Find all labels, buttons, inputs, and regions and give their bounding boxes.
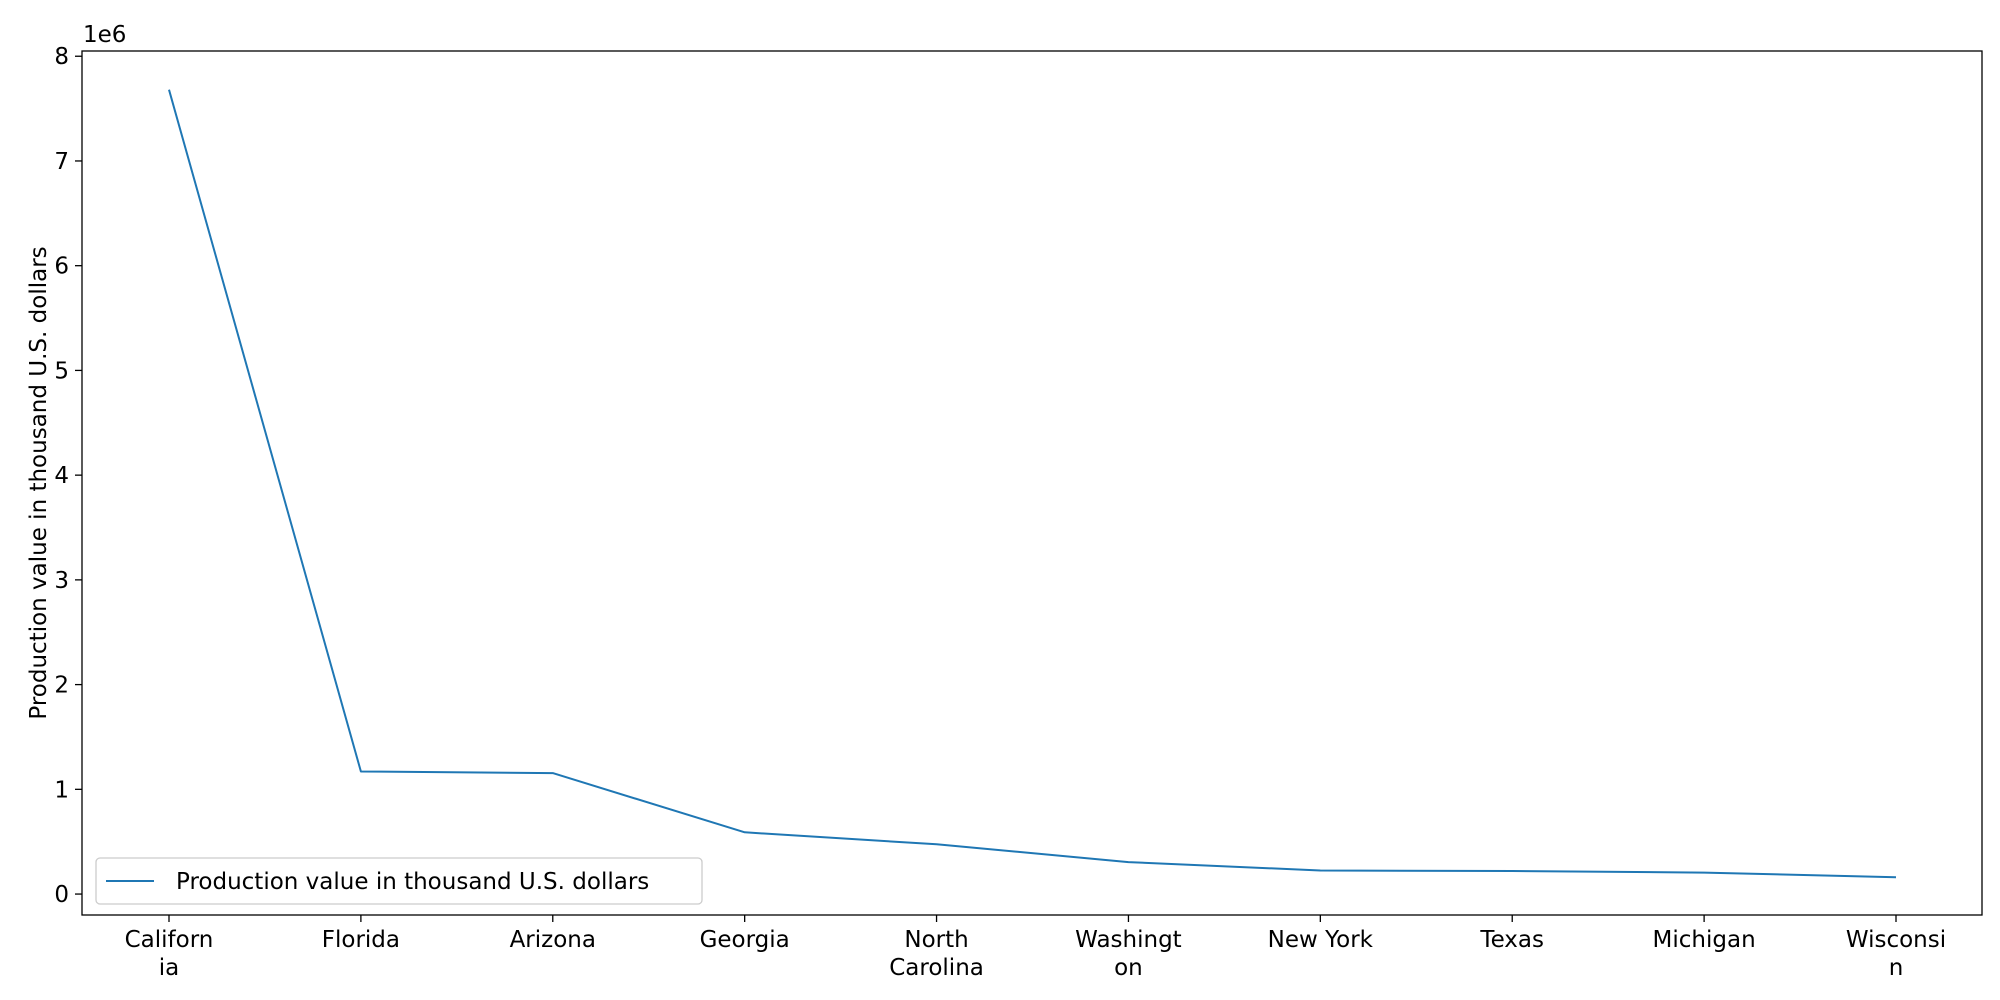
y-tick-label: 8 [54, 44, 69, 70]
x-tick-label: Wisconsi [1846, 927, 1946, 953]
y-axis-label: Production value in thousand U.S. dollar… [26, 246, 52, 719]
y-offset-text: 1e6 [83, 22, 126, 48]
y-tick-label: 2 [54, 673, 69, 699]
y-tick-label: 7 [54, 149, 69, 175]
series-layer [168, 89, 1897, 879]
x-tick-label: Californ [125, 927, 214, 953]
x-tick-label: Georgia [700, 927, 790, 953]
x-tick-label: on [1114, 955, 1143, 981]
x-tick-label: Texas [1479, 927, 1544, 953]
x-tick-label: ia [159, 955, 179, 981]
y-tick-label: 6 [54, 254, 69, 280]
plot-area [81, 50, 1983, 916]
x-tick-label: Washingt [1075, 927, 1182, 953]
x-tick-label: New York [1268, 927, 1374, 953]
series-line [168, 89, 1897, 879]
x-tick-label: North [904, 927, 968, 953]
x-tick-label: Michigan [1653, 927, 1756, 953]
legend: Production value in thousand U.S. dollar… [95, 857, 703, 905]
y-tick-label: 4 [54, 463, 69, 489]
y-tick-label: 1 [54, 777, 69, 803]
x-tick-label: Arizona [510, 927, 596, 953]
y-tick-label: 5 [54, 358, 69, 384]
x-tick-label: Carolina [889, 955, 984, 981]
legend-entry-label: Production value in thousand U.S. dollar… [176, 869, 649, 895]
y-tick-label: 0 [54, 882, 69, 908]
y-axis: 0 1 2 3 4 5 6 7 8 [54, 44, 82, 908]
x-tick-label: n [1889, 955, 1904, 981]
x-tick-label: Florida [322, 927, 400, 953]
legend-box [95, 857, 703, 905]
plot-border [81, 50, 1983, 916]
y-tick-label: 3 [54, 568, 69, 594]
